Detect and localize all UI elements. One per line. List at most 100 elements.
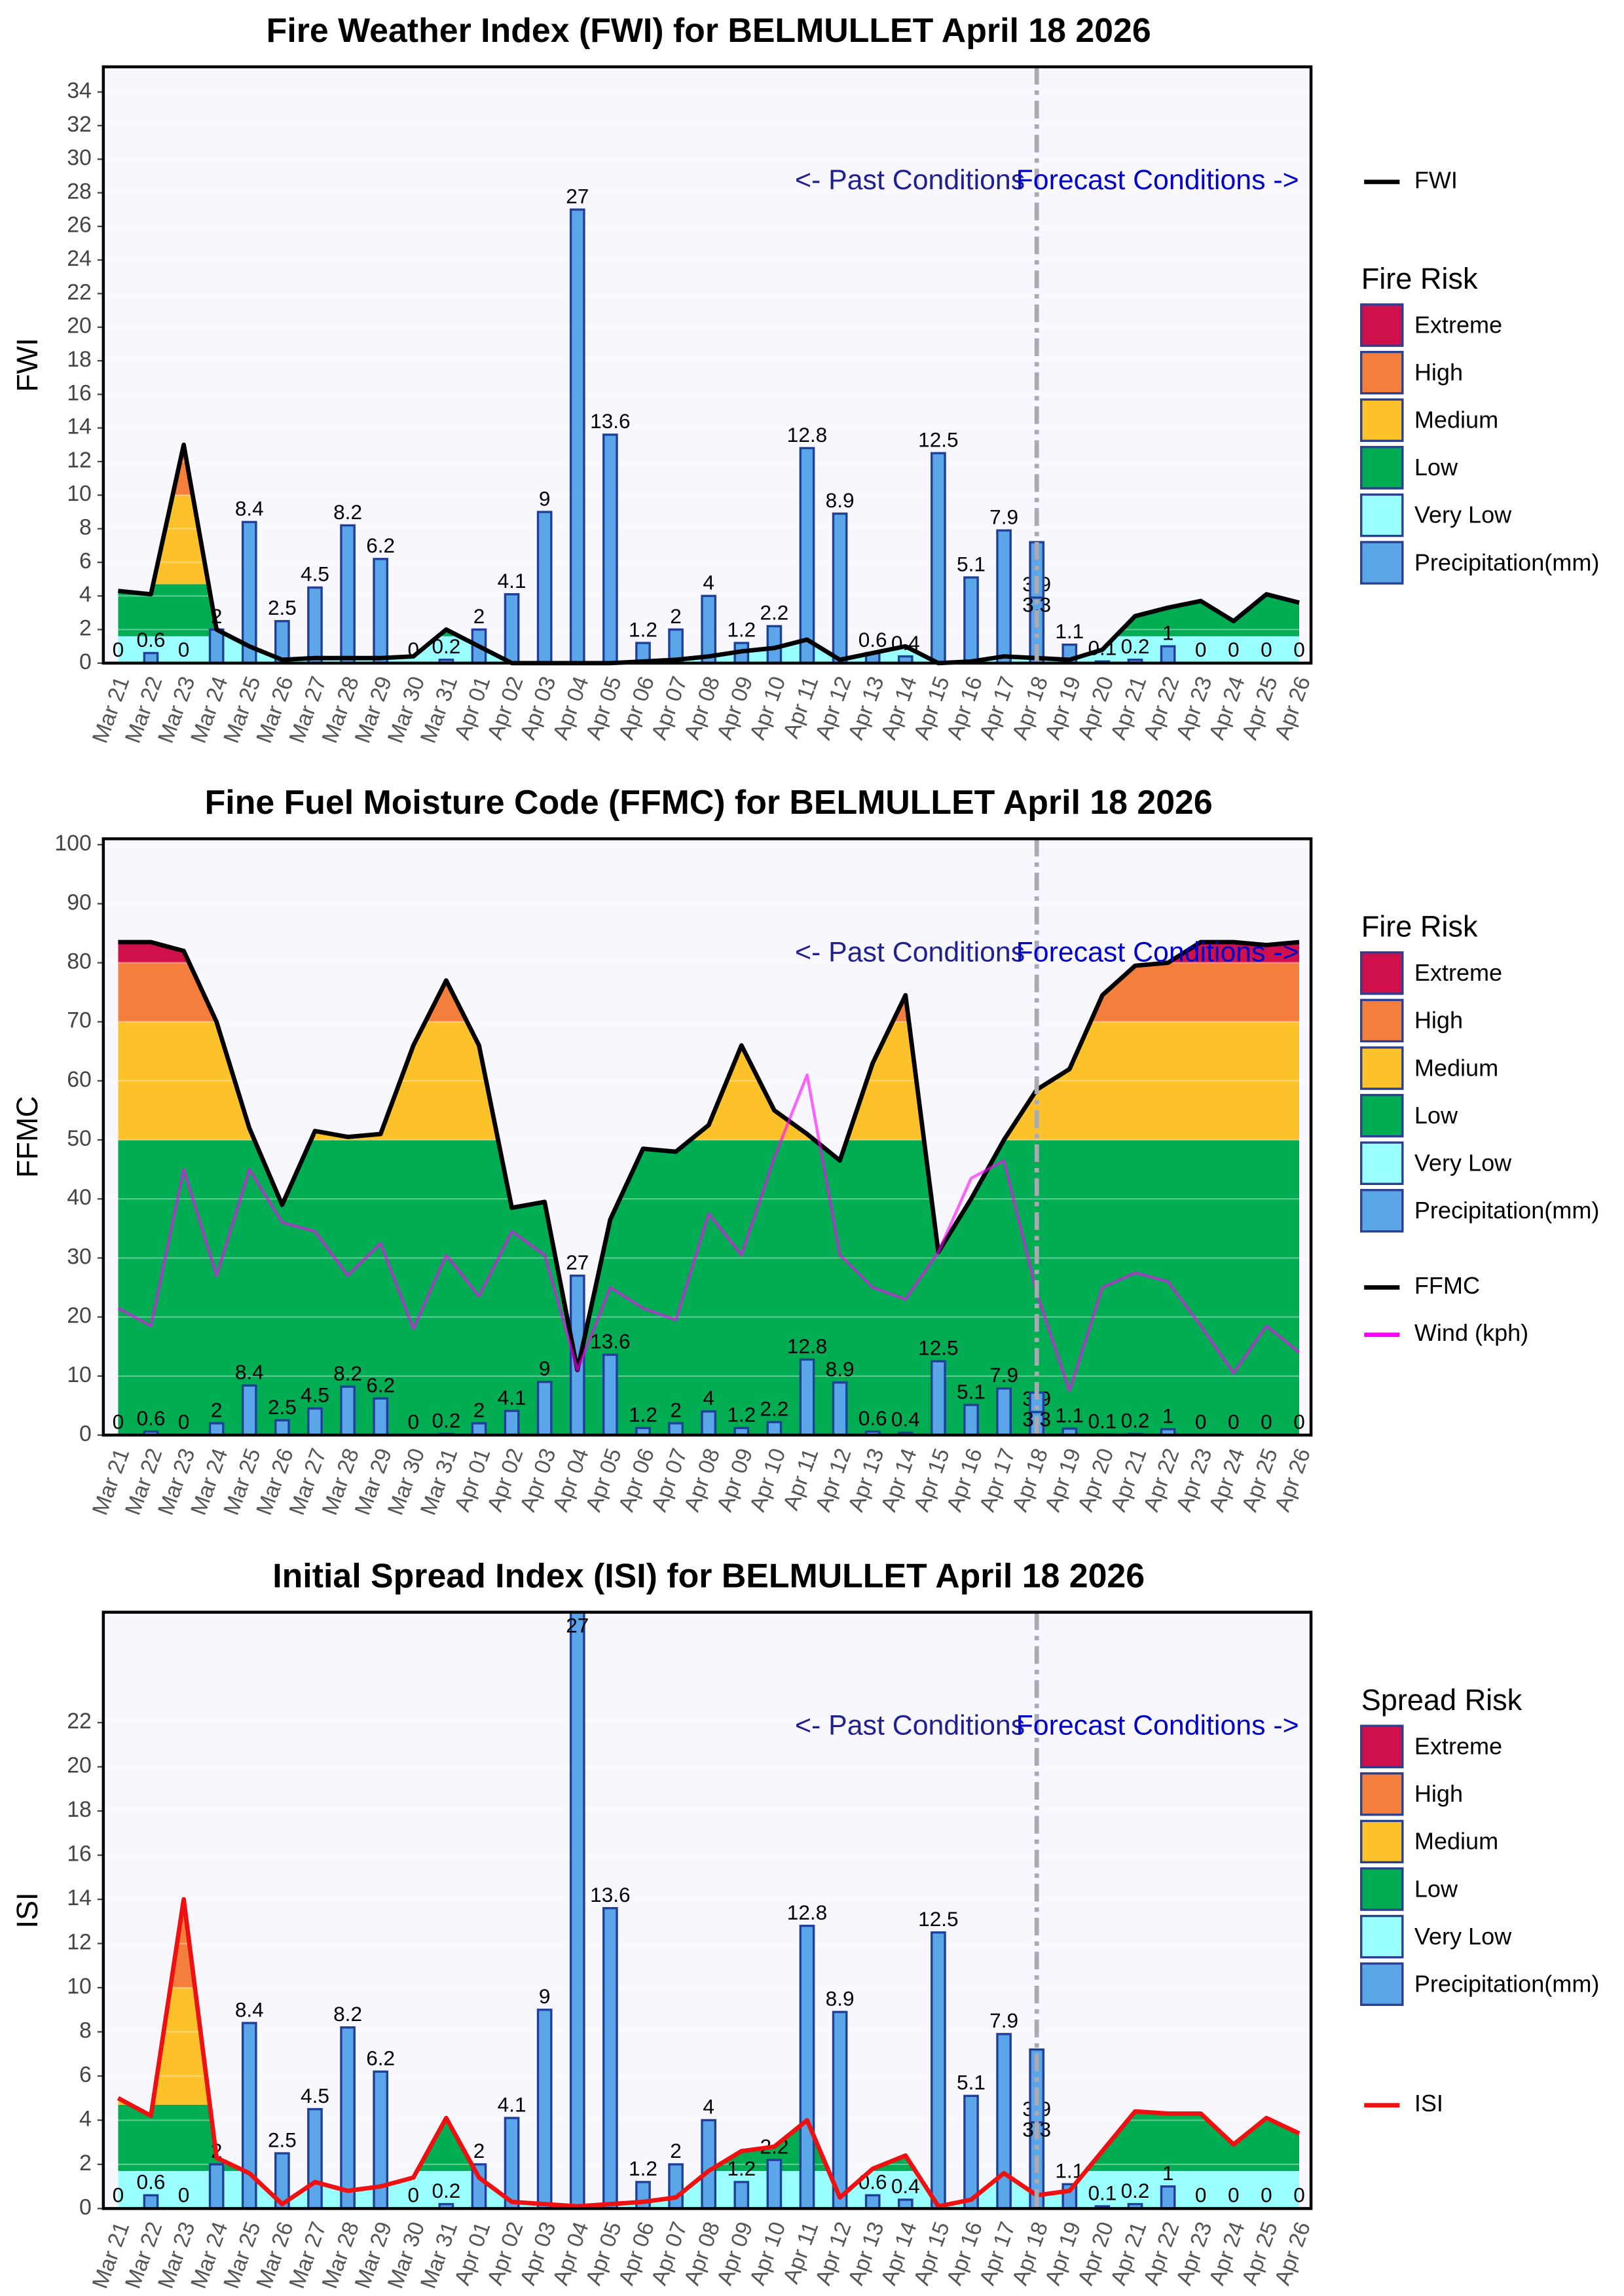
bar-value-label: 0.4 — [891, 1408, 920, 1431]
bar-value-label: 0 — [1261, 2183, 1272, 2207]
bar-value-label: 0.6 — [858, 2170, 887, 2193]
bar — [602, 1906, 618, 2210]
bar — [569, 1611, 585, 2210]
bar — [996, 529, 1012, 665]
plot-frame — [101, 65, 1313, 665]
series-line — [118, 442, 1300, 666]
annotation-past: <- Past Conditions — [795, 936, 1025, 968]
bar — [602, 1353, 618, 1436]
bar-value-label: 0 — [1293, 2183, 1305, 2207]
legend-swatch — [1360, 446, 1404, 490]
bar-value-label: 0.2 — [1121, 1409, 1150, 1432]
legend-label: Precipitation(mm) — [1414, 549, 1600, 575]
legend-label: FWI — [1414, 166, 1458, 193]
annotation-forecast: Forecast Conditions -> — [1016, 936, 1299, 968]
bar-value-label: 8.4 — [235, 1997, 264, 2021]
y-tick-label: 14 — [67, 414, 92, 439]
series-line — [118, 939, 1300, 1373]
bar — [536, 511, 553, 665]
bar — [340, 2026, 356, 2210]
bar-value-label: 0.2 — [432, 2179, 460, 2202]
y-tick-label: 50 — [67, 1126, 92, 1151]
bar — [766, 2159, 783, 2210]
bar — [143, 2194, 159, 2210]
bar-value-label: 12.8 — [787, 1334, 827, 1358]
bar-value-label: 1.2 — [727, 2157, 756, 2180]
plot-frame — [101, 1611, 1313, 2210]
y-tick-label: 12 — [67, 448, 92, 473]
bar — [931, 1360, 946, 1436]
bar-value-label: 4.5 — [301, 562, 329, 586]
bar-value-label: 27 — [566, 1250, 589, 1274]
chart: Initial Spread Index (ISI) for BELMULLET… — [10, 1556, 1599, 2291]
bar — [208, 2163, 225, 2210]
y-tick-label: 100 — [54, 831, 91, 856]
plot-frame — [101, 837, 1313, 1437]
bar-value-label: 4.5 — [301, 1383, 329, 1407]
y-tick-label: 18 — [67, 347, 92, 372]
bar-value-label: 7.9 — [989, 1363, 1018, 1387]
plot-background — [103, 1612, 1312, 2209]
bar-value-label: 0.6 — [858, 1406, 887, 1430]
y-tick-label: 20 — [67, 1753, 92, 1778]
bar-value-label: 0 — [113, 1410, 124, 1433]
bar — [832, 1381, 848, 1436]
legend-label: Very Low — [1414, 501, 1512, 528]
y-tick-label: 6 — [79, 549, 92, 574]
bar — [635, 2181, 651, 2210]
bar-value-label: 4.1 — [498, 569, 526, 592]
bar — [569, 208, 585, 665]
y-tick-label: 4 — [79, 582, 92, 607]
bar-value-label: 0 — [113, 2183, 124, 2207]
bar-value-label: 0 — [407, 1410, 419, 1433]
bar-value-label: 0 — [113, 638, 124, 661]
bar — [504, 1410, 520, 1436]
bar-value-label: 0.2 — [1121, 634, 1150, 658]
y-tick-label: 22 — [67, 1709, 92, 1734]
bar-value-label: 2 — [670, 604, 682, 628]
bar-value-label: 8.2 — [333, 2002, 362, 2026]
bar-value-label: 12.5 — [918, 428, 958, 451]
bar — [996, 1387, 1012, 1436]
bar-value-label: 0 — [407, 2183, 419, 2207]
bar-value-label: 8.4 — [235, 497, 264, 520]
bar-value-label: 0 — [1293, 638, 1305, 661]
bar-value-label: 0 — [178, 638, 190, 661]
y-tick-label: 14 — [67, 1886, 92, 1910]
bar-value-label: 0 — [1195, 638, 1207, 661]
y-tick-label: 70 — [67, 1008, 92, 1033]
annotation-forecast: Forecast Conditions -> — [1016, 1710, 1299, 1741]
y-tick-label: 30 — [67, 145, 92, 170]
legend-label: Precipitation(mm) — [1414, 1970, 1600, 1997]
legend-label: Medium — [1414, 407, 1498, 433]
bar — [602, 433, 618, 665]
bar-value-label: 13.6 — [590, 1883, 630, 1906]
bar-value-label: 0 — [1261, 1410, 1272, 1433]
legend-label: Extreme — [1414, 1733, 1502, 1760]
bar-value-label: 2 — [670, 2139, 682, 2162]
bar — [963, 576, 979, 665]
bar — [373, 1397, 389, 1436]
bar-value-label: 0.6 — [137, 1406, 166, 1430]
bar — [963, 1404, 979, 1436]
legend-swatch — [1360, 493, 1404, 538]
chart-title: Initial Spread Index (ISI) for BELMULLET… — [272, 1556, 1145, 1594]
legend-swatch — [1360, 541, 1404, 585]
legend-swatch — [1360, 398, 1404, 443]
bar — [931, 452, 946, 665]
bar-value-label: 0.6 — [137, 628, 166, 651]
series-line — [117, 1897, 1301, 2209]
bar-value-label: 2 — [211, 1398, 223, 1421]
annotation-past: <- Past Conditions — [795, 164, 1025, 196]
bar-value-label: 4.5 — [301, 2084, 329, 2107]
bar — [373, 558, 389, 665]
bar-value-label: 0.4 — [891, 2174, 920, 2198]
bar — [799, 1358, 815, 1436]
legend-label: High — [1414, 1780, 1463, 1807]
legend-title: Spread Risk — [1361, 1683, 1522, 1717]
bar-value-label: 12.5 — [918, 1907, 958, 1931]
legend-label: Low — [1414, 1102, 1458, 1129]
bar — [668, 2163, 684, 2210]
legend-swatch — [1360, 1141, 1404, 1185]
bar-value-label: 5.1 — [957, 1379, 986, 1403]
